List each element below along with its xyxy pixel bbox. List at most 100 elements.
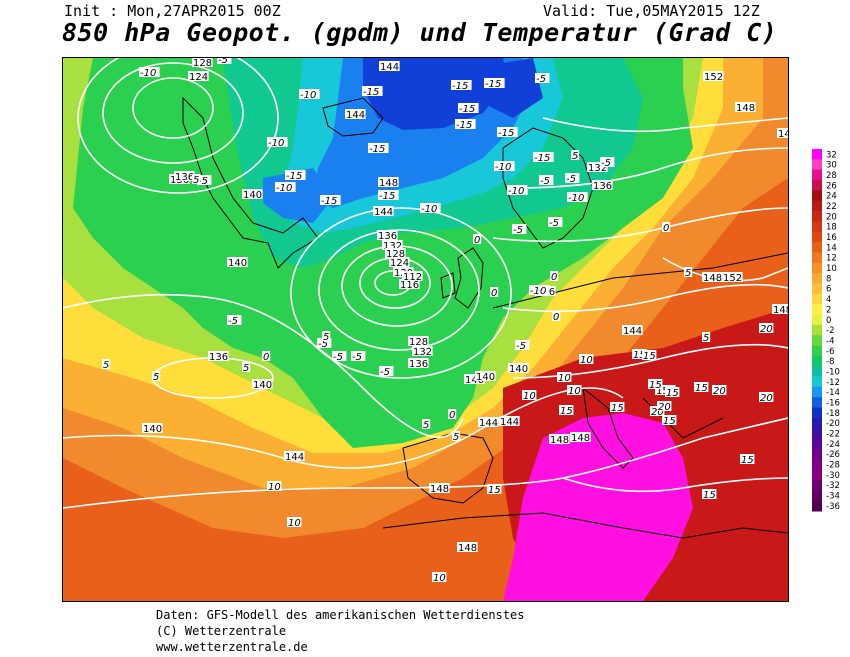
- geopotential-label: 128: [408, 336, 429, 348]
- temperature-label: -5: [217, 58, 232, 66]
- geopotential-label-text: 128: [409, 337, 428, 348]
- geopotential-label-text: 124: [390, 258, 409, 269]
- geopotential-label-text: 132: [383, 241, 402, 252]
- geopotential-label-text: 148: [571, 433, 590, 444]
- low-center-ring-4: [318, 229, 480, 351]
- temperature-label-text: -15: [452, 81, 468, 92]
- temperature-label-text: -5: [516, 341, 526, 352]
- temperature-label-bg: [529, 285, 550, 295]
- temperature-label: 20: [712, 385, 727, 397]
- geopotential-label-bg: [382, 240, 403, 250]
- temperature-label: 0: [490, 287, 499, 299]
- legend-swatch: [812, 283, 822, 295]
- temperature-label: 15: [665, 387, 680, 399]
- temperature-label-text: -10: [140, 68, 156, 79]
- temperature-label-bg: [694, 382, 709, 392]
- temperature-label: 10: [267, 481, 282, 493]
- temperature-label: 20: [759, 323, 774, 335]
- geopotential-label-bg: [408, 358, 429, 368]
- temperature-label-bg: [197, 175, 212, 185]
- legend-tick-label: 6: [826, 285, 831, 295]
- legend-tick-label: 32: [826, 150, 837, 160]
- geopotential-label-bg: [174, 171, 195, 181]
- legend-tick-label: -20: [826, 419, 840, 429]
- temperature-label-bg: [102, 359, 111, 369]
- temperature-label: 0: [662, 222, 671, 234]
- temperature-label: -10: [494, 161, 515, 173]
- temperature-label-bg: [139, 67, 160, 77]
- legend-tick-label: -32: [826, 481, 840, 491]
- temperature-label-text: 20: [760, 393, 773, 404]
- temperature-label: 5: [422, 419, 431, 431]
- temperature-label-text: -5: [218, 58, 228, 66]
- legend-tick-label: -22: [826, 430, 840, 440]
- temperature-label-bg: [600, 157, 615, 167]
- temperature-label-text: 15: [666, 388, 679, 399]
- geopotential-label: 140: [508, 363, 529, 375]
- temperature-label-text: -15: [379, 191, 395, 202]
- geopotential-label: 144: [622, 325, 643, 337]
- geopotential-label: 152: [703, 71, 724, 83]
- temperature-label-bg: [665, 387, 680, 397]
- coast-north-africa: [382, 512, 788, 539]
- geopotential-label-bg: [499, 416, 520, 426]
- geopotential-label-bg: [379, 61, 400, 71]
- geopotential-label: 132: [382, 240, 403, 252]
- geopotential-label-text: 128: [193, 58, 212, 69]
- temperature-label-text: 10: [288, 518, 301, 529]
- geopotential-label: 144: [499, 416, 520, 428]
- temperature-label: -10: [139, 67, 160, 79]
- temperature-label-text: 5: [572, 151, 578, 162]
- temperature-label-bg: [285, 170, 306, 180]
- geopotential-label-bg: [703, 71, 724, 81]
- geopotential-label: 148: [378, 177, 399, 189]
- temperature-label-text: -5: [513, 225, 523, 236]
- temperature-label-bg: [299, 89, 320, 99]
- legend-tick-label: -6: [826, 347, 834, 357]
- temperature-label-bg: [642, 350, 657, 360]
- temperature-label-bg: [712, 385, 727, 395]
- temperature-label-text: -15: [485, 79, 501, 90]
- temperature-label-bg: [455, 119, 476, 129]
- legend-swatch: [812, 149, 822, 160]
- temperature-label-bg: [448, 409, 457, 419]
- legend-swatch: [812, 407, 822, 419]
- geopotential-label: 148: [777, 128, 788, 140]
- legend-swatch: [812, 376, 822, 388]
- legend-swatch: [812, 242, 822, 253]
- temperature-label-text: 5: [193, 175, 199, 186]
- temperature-label-bg: [610, 402, 625, 412]
- legend-swatch: [812, 479, 822, 491]
- temperature-label-text: -10: [530, 286, 546, 297]
- geopotential-label: 144: [373, 206, 394, 218]
- temperature-label-bg: [494, 161, 515, 171]
- geopotential-label-bg: [389, 257, 410, 267]
- coast-greenland: [182, 96, 319, 269]
- legend-tick-label: -2: [826, 326, 834, 336]
- geopotential-label-bg: [399, 279, 420, 289]
- legend-tick-label: -36: [826, 502, 840, 512]
- legend-swatch: [812, 417, 822, 429]
- geopotential-label: 148: [735, 102, 756, 114]
- legend-swatch: [812, 314, 822, 326]
- geopotential-label: 148: [549, 434, 570, 446]
- temperature-label: 0: [262, 351, 271, 363]
- legend-swatch: [812, 231, 822, 243]
- geopotential-label: 132: [412, 346, 433, 358]
- temperature-label: -15: [320, 195, 341, 207]
- temperature-label-text: 5: [423, 420, 429, 431]
- geopotential-label-bg: [227, 257, 248, 267]
- temperature-legend: 32302826242220181614121086420-2-4-6-8-10…: [812, 149, 840, 512]
- geopotential-label-bg: [377, 230, 398, 240]
- coast-italy: [582, 386, 634, 469]
- temperature-label-bg: [759, 392, 774, 402]
- legend-tick-label: -8: [826, 357, 834, 367]
- nw-low-ring-3: [77, 58, 279, 194]
- temperature-label: 15: [632, 349, 647, 361]
- temperature-label: 10: [432, 572, 447, 584]
- geopotential-label: 144: [345, 109, 366, 121]
- geopotential-label-text: 116: [400, 280, 419, 291]
- temperature-label-text: -15: [456, 120, 472, 131]
- temperature-label: 0: [473, 234, 482, 246]
- geopotential-label-bg: [345, 109, 366, 119]
